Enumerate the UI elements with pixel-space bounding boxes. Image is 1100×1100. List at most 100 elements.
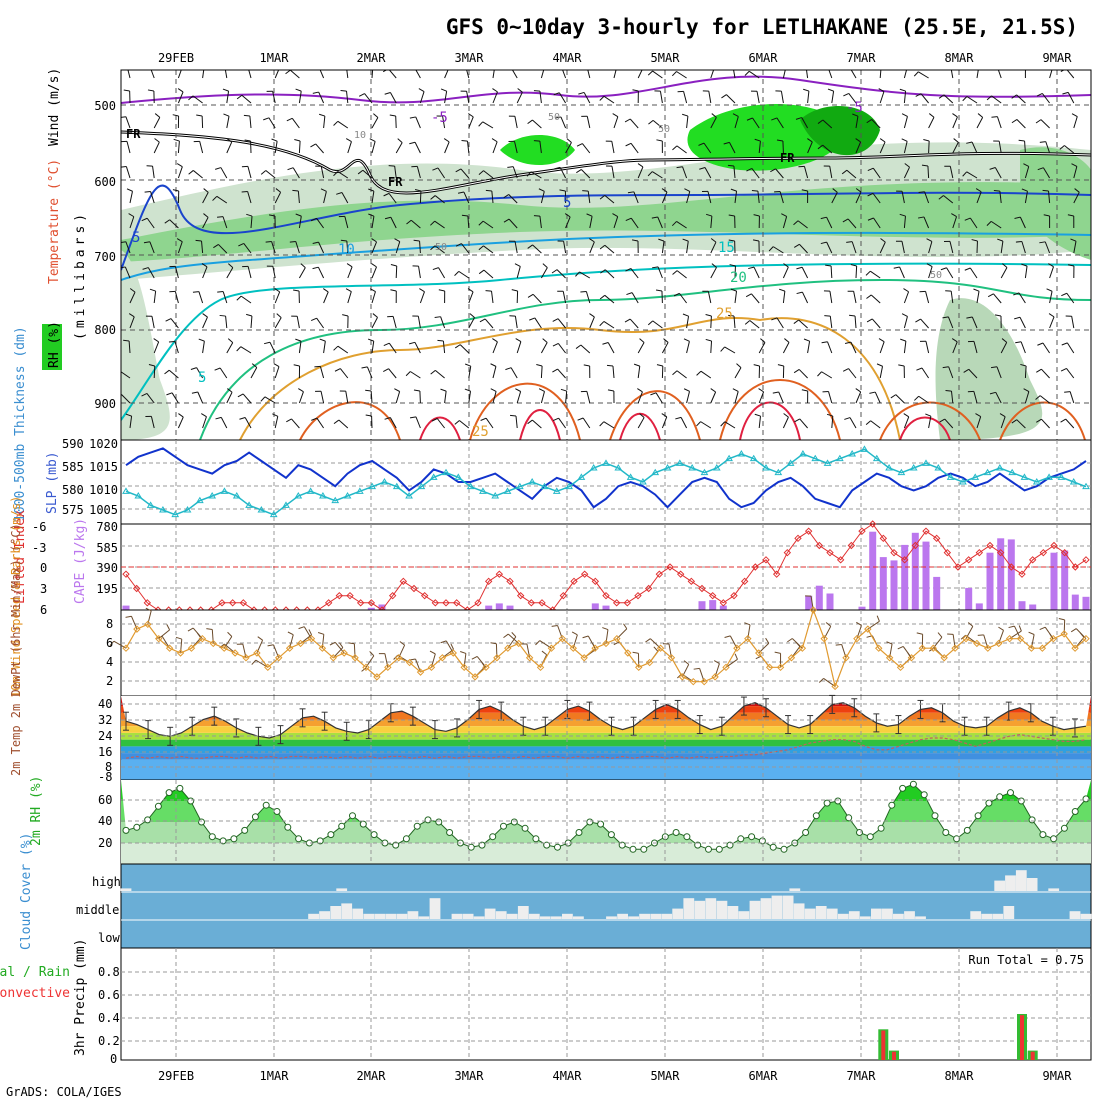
wind-barb	[516, 391, 522, 404]
wind-barb	[803, 166, 809, 179]
wind-barb	[710, 388, 716, 393]
wind-barb	[373, 113, 379, 118]
wind-barb	[123, 89, 130, 92]
wind-barb	[1042, 342, 1051, 354]
wind-barb	[826, 216, 833, 229]
wind-barb	[337, 120, 349, 129]
wind-barb	[604, 244, 615, 254]
wind-barb	[871, 318, 881, 329]
wind-barb	[529, 317, 536, 321]
top-date-label: 5MAR	[651, 51, 681, 65]
wind-barb	[337, 171, 349, 179]
wind-barb	[384, 417, 391, 420]
wind-barb	[505, 70, 506, 71]
rh-marker	[1060, 824, 1068, 832]
wind-barb	[316, 217, 325, 229]
rh-marker	[316, 837, 324, 845]
wind-barb	[903, 166, 910, 179]
wind-barb	[153, 338, 159, 343]
wind-barb	[994, 314, 1002, 317]
left-tick: 575	[62, 503, 84, 517]
rh-marker	[219, 837, 227, 845]
cloud-middle-bar	[617, 913, 628, 919]
wind-barb	[708, 91, 712, 104]
li-marker	[708, 591, 717, 600]
wind-barb	[296, 316, 300, 329]
precip-tick: 0.2	[98, 1034, 120, 1048]
wind-barb	[514, 316, 518, 329]
wind-barb	[1024, 365, 1027, 379]
wind-barb	[223, 113, 230, 117]
cloud-middle-bar	[418, 916, 430, 919]
wind-marker	[765, 663, 774, 672]
thickness-marker	[959, 478, 967, 485]
wind-marker	[951, 644, 959, 652]
wind-barb	[492, 141, 498, 154]
wind-barb	[217, 216, 224, 218]
wind-barb	[154, 113, 161, 118]
cloud-middle-bar	[628, 916, 639, 919]
cape-tick: 390	[96, 561, 118, 575]
wind-barb	[975, 413, 981, 418]
cloud-middle-bar	[573, 916, 584, 919]
wind-barb	[600, 269, 606, 274]
wind-barb	[683, 388, 690, 392]
wind-barb	[1041, 93, 1050, 104]
wind-barb	[345, 138, 352, 143]
wind-barb	[323, 116, 326, 129]
li-marker	[442, 599, 450, 607]
bottom-date-label: 7MAR	[847, 1069, 877, 1083]
wind-barb	[996, 116, 1002, 129]
wind-barb	[686, 341, 690, 354]
wind-barb	[820, 216, 827, 220]
wind-speed-markers	[122, 606, 1090, 691]
wind-barb	[639, 338, 645, 343]
wind-barb	[855, 388, 861, 393]
wind-marker	[547, 644, 556, 652]
wind-barb	[489, 64, 495, 66]
wind-barb	[415, 116, 421, 129]
wind-barb	[147, 267, 155, 279]
wind-barb	[287, 167, 294, 171]
freezing-label: FR	[780, 151, 795, 165]
wind-barb	[903, 316, 908, 329]
wind-barb	[1021, 241, 1026, 254]
wind-barb	[793, 369, 800, 374]
rh-marker	[467, 843, 475, 851]
wind-barb	[202, 341, 205, 354]
wind-barb	[226, 267, 234, 279]
wind-barb	[432, 267, 439, 271]
wind-marker	[875, 644, 883, 652]
surface-wind-barb	[1018, 625, 1022, 632]
li-marker	[474, 599, 482, 607]
wind-barb	[686, 241, 689, 254]
wind-barb	[444, 64, 449, 67]
thickness-marker	[700, 468, 709, 476]
wind-barb	[686, 316, 690, 329]
wind-barb	[700, 421, 712, 429]
wind-barb	[389, 114, 396, 117]
wind-barb	[371, 291, 376, 304]
wind-barb	[583, 92, 591, 104]
wind-barb	[661, 342, 669, 354]
wind-barb	[997, 238, 1004, 242]
wind-barb	[730, 288, 737, 292]
wind-barb	[129, 416, 133, 429]
wind-barb	[986, 95, 992, 101]
wind-barb	[807, 138, 813, 143]
wind-barb	[298, 267, 306, 279]
wind-barb	[150, 416, 155, 429]
wind-barb	[285, 70, 291, 75]
wind-barb	[383, 342, 390, 347]
wind-marker	[525, 654, 534, 662]
wind-barb	[637, 166, 644, 179]
wind-barb	[734, 191, 738, 204]
wind-barb	[566, 138, 572, 143]
wind-barb	[822, 144, 833, 154]
cloud-panel: high middle low Cloud Cover (%)	[19, 833, 1092, 950]
wind-barb	[389, 92, 397, 104]
temperature-mask	[121, 696, 1091, 738]
wind-barb	[781, 213, 787, 217]
wind-barb	[203, 188, 209, 193]
wind-barb	[152, 166, 155, 179]
